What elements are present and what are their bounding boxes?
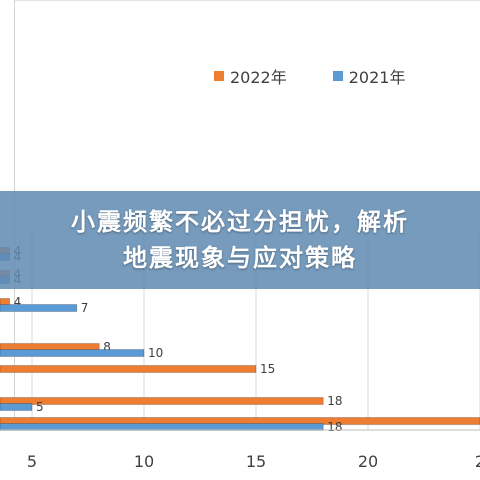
- x-tick-label-2: 15: [246, 452, 266, 471]
- data-label-2021-2: 7: [81, 301, 89, 315]
- banner-title-line-2: 地震现象与应对策略: [123, 244, 357, 272]
- legend-item-2021: 2021年: [332, 64, 406, 88]
- legend-item-2022: 2022年: [214, 64, 287, 88]
- bar-2022-5: [0, 397, 324, 405]
- article-title-banner: 小震频繁不必过分担忧，解析 地震现象与应对策略: [0, 191, 480, 289]
- legend-label-2021: 2021年: [348, 68, 406, 87]
- data-label-2021-6: 18: [327, 420, 342, 434]
- x-tick-label-0: 5: [27, 452, 37, 471]
- chart-legend: 2022年 2021年: [214, 64, 405, 88]
- legend-swatch-2021: [332, 71, 343, 81]
- x-tick-label-3: 20: [358, 452, 378, 471]
- bar-2021-2: [0, 304, 78, 312]
- banner-title-line-1: 小震频繁不必过分担忧，解析: [71, 208, 409, 236]
- x-tick-label-4: 2: [475, 452, 480, 471]
- data-label-2021-3: 10: [148, 346, 163, 360]
- data-label-2022-5: 18: [327, 394, 342, 408]
- bar-2021-6: [0, 423, 324, 431]
- data-label-2021-5: 5: [36, 400, 44, 414]
- bar-2022-4: [0, 365, 257, 373]
- bar-2021-5: [0, 403, 33, 411]
- x-tick-label-1: 10: [134, 452, 154, 471]
- data-label-2022-2: 4: [14, 295, 22, 309]
- legend-label-2022: 2022年: [230, 68, 287, 87]
- data-label-2022-3: 8: [103, 340, 111, 354]
- chart-frame-top: [14, 0, 480, 1]
- bar-2021-3: [0, 349, 145, 357]
- data-label-2022-4: 15: [260, 362, 275, 376]
- legend-swatch-2022: [214, 71, 224, 81]
